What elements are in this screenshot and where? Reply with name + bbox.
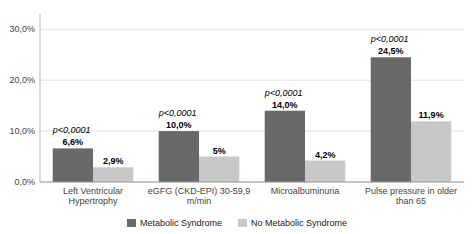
data-label: 5% xyxy=(213,146,226,156)
y-axis-line xyxy=(40,14,41,182)
bar xyxy=(93,167,133,182)
annotation: p<0,0001 xyxy=(158,108,197,118)
data-label: 10,0% xyxy=(166,120,192,130)
data-label: 14,0% xyxy=(272,100,298,110)
bar xyxy=(265,111,305,182)
data-label: 6,6% xyxy=(63,137,84,147)
y-tick-label: 30,0% xyxy=(9,24,35,34)
legend-item: Metabolic Syndrome xyxy=(127,218,222,228)
bars xyxy=(53,57,452,182)
bar xyxy=(199,157,239,182)
x-tick-label: Left VentricularHypertrophy xyxy=(63,186,123,206)
grid-line xyxy=(40,182,464,183)
grid-line xyxy=(40,29,464,30)
legend-item: No Metabolic Syndrome xyxy=(238,218,347,228)
legend-label: Metabolic Syndrome xyxy=(140,218,222,228)
x-tick-label: eGFG (CKD-EPI) 30-59,9m/min xyxy=(148,186,251,206)
x-tick-label: Microalbuminuria xyxy=(271,186,340,196)
y-tick-label: 0,0% xyxy=(14,177,35,187)
chart: 0,0% 10,0% 20,0% 30,0% 6,6% 10,0% 14,0% 24,5% 2,… xyxy=(0,0,474,234)
bar xyxy=(371,57,411,182)
x-tick-label: Pulse pressure in olderthan 65 xyxy=(365,186,457,206)
legend-swatch xyxy=(238,219,247,227)
data-label: 11,9% xyxy=(419,110,444,120)
y-tick-label: 20,0% xyxy=(9,75,35,85)
bar xyxy=(159,131,199,182)
annotation: p<0,0001 xyxy=(370,34,409,44)
legend-label: No Metabolic Syndrome xyxy=(251,218,347,228)
bar xyxy=(411,121,451,182)
annotation: p<0,0001 xyxy=(264,88,303,98)
legend: Metabolic Syndrome No Metabolic Syndrome xyxy=(127,218,347,228)
x-axis-line xyxy=(40,182,464,183)
y-tick-label: 10,0% xyxy=(9,126,35,136)
annotation: p<0,0001 xyxy=(52,125,91,135)
data-label: 2,9% xyxy=(103,156,124,166)
data-label: 4,2% xyxy=(315,150,336,160)
bar xyxy=(53,148,93,182)
data-label: 24,5% xyxy=(378,46,404,56)
bar xyxy=(305,161,345,182)
legend-swatch xyxy=(127,219,136,227)
